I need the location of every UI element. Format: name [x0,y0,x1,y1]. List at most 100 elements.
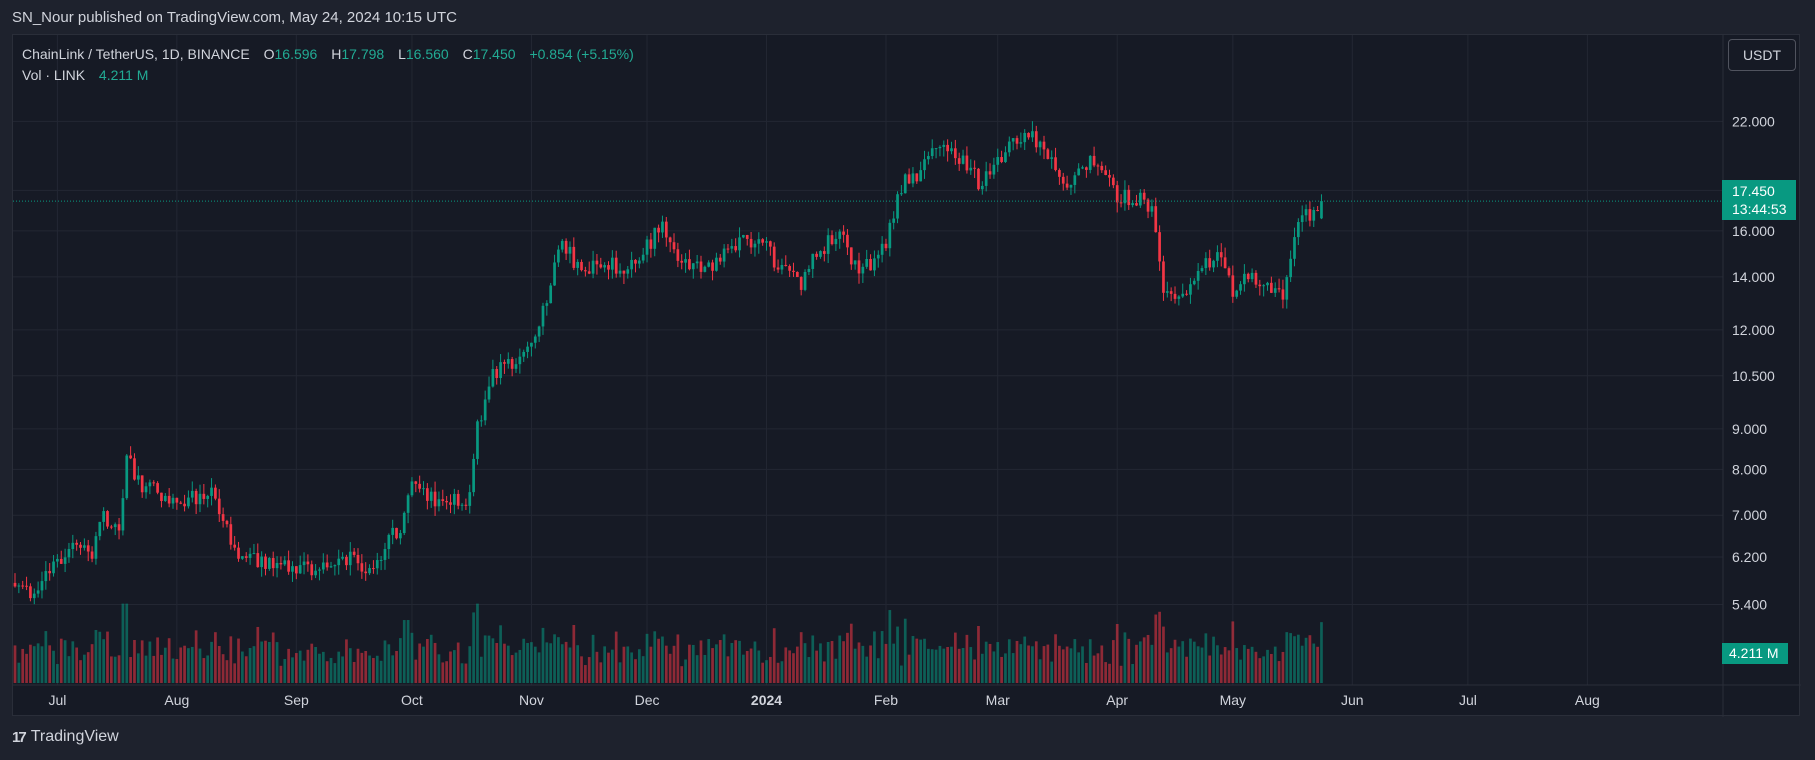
candle-body [607,265,610,270]
candle-body [576,261,580,268]
low-value: 16.560 [405,46,449,62]
candle-body [938,146,942,149]
candle-body [1266,282,1269,286]
volume-bar [341,656,344,683]
candle-body [896,194,899,219]
volume-bar [1169,648,1173,683]
candle-body [256,553,260,568]
candle-body [541,305,545,327]
candle-body [156,483,159,493]
volume-bar [1277,661,1281,683]
volume-bar [52,650,55,683]
volume-bar [56,664,59,683]
candle-body [1162,261,1165,293]
volume-bar [244,656,248,683]
candle-body [441,499,445,501]
candle-body [873,258,876,271]
tradingview-logo[interactable]: 17 TradingView [12,728,119,746]
candle-body [514,364,518,369]
candle-body [849,247,853,265]
candle-body [433,491,437,507]
volume-bar [495,643,499,683]
candle-body [1142,192,1146,200]
volume-label[interactable]: Vol · LINK [22,67,86,83]
volume-bar [526,642,529,683]
candle-body [645,239,649,255]
candle-body [1158,232,1161,262]
volume-bar [792,653,795,683]
volume-bar [21,648,25,683]
volume-bar [661,636,664,683]
volume-bar [1320,622,1323,683]
chart-frame[interactable]: 5.400 6.200 7.000 8.000 9.000 10.500 12.000 14.… [12,34,1801,717]
volume-bar [487,635,491,683]
symbol-label[interactable]: ChainLink / TetherUS, 1D, BINANCE [22,46,250,62]
candle-body [483,399,487,421]
volume-bar [587,657,591,683]
volume-bar [345,639,348,683]
candle-body [152,482,156,484]
candle-body [1073,175,1077,185]
candle-body [437,499,441,507]
candle-body [742,235,745,238]
volume-bar [1100,645,1104,683]
y-tick-label: 7.000 [1732,507,1767,523]
volume-bar [861,645,865,683]
candle-body [210,487,213,496]
candle-body [167,495,171,504]
candle-body [402,512,406,534]
volume-bar [533,646,537,683]
chart-plot[interactable]: 5.400 6.200 7.000 8.000 9.000 10.500 12.000 14.… [13,35,1801,717]
volume-bar [780,661,784,683]
volume-bar [834,658,838,683]
volume-bar [580,656,583,683]
volume-bar [1142,637,1146,683]
volume-bar [599,662,603,683]
candle-body [468,492,472,506]
volume-bar [506,645,510,683]
low-label: L [398,46,406,62]
candle-body [32,593,36,599]
candle-body [977,168,980,190]
candle-body [1316,210,1319,212]
volume-bar [441,662,445,683]
volume-bar [225,660,229,683]
volume-bar [568,647,572,683]
currency-button[interactable]: USDT [1728,39,1796,71]
volume-bar [40,646,44,683]
candle-body [1304,209,1308,216]
candle-body [140,475,144,493]
candle-body [426,488,429,501]
volume-bar [1177,646,1181,683]
volume-bar [1031,646,1034,683]
candle-body [52,561,55,574]
candle-body [244,556,248,558]
high-label: H [331,46,342,62]
volume-bar [206,655,210,683]
candle-body [310,564,314,576]
candle-body [587,271,591,274]
candle-body [857,260,861,274]
candle-body [29,586,32,599]
candle-body [549,285,553,304]
candle-body [1231,275,1235,297]
candle-body [414,481,418,484]
candle-body [584,270,587,272]
candle-body [876,254,880,259]
volume-bar [765,660,768,683]
volume-bar [75,647,79,683]
volume-bar [499,625,502,683]
candle-body [684,259,687,263]
volume-bar [641,656,645,683]
volume-bar [44,631,48,683]
x-tick-label: Aug [1575,692,1600,708]
candle-body [869,258,872,271]
volume-bar [749,648,753,683]
volume-bar [364,650,368,683]
volume-bar [94,629,98,683]
volume-bar [429,634,433,683]
candle-body [48,571,52,574]
candle-body [1046,149,1050,159]
candle-body [572,246,576,268]
volume-bar [576,645,580,683]
